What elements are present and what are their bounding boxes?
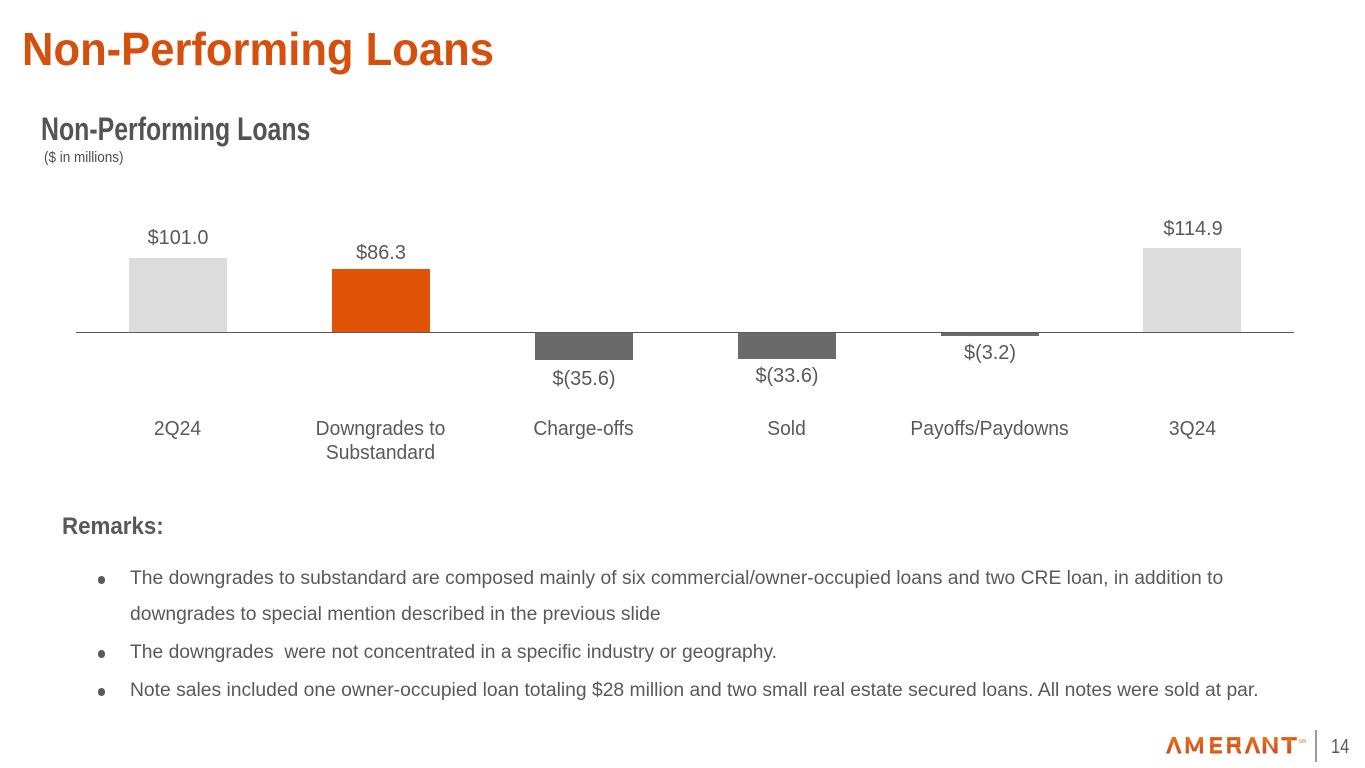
svg-text:SM: SM bbox=[1299, 739, 1307, 745]
